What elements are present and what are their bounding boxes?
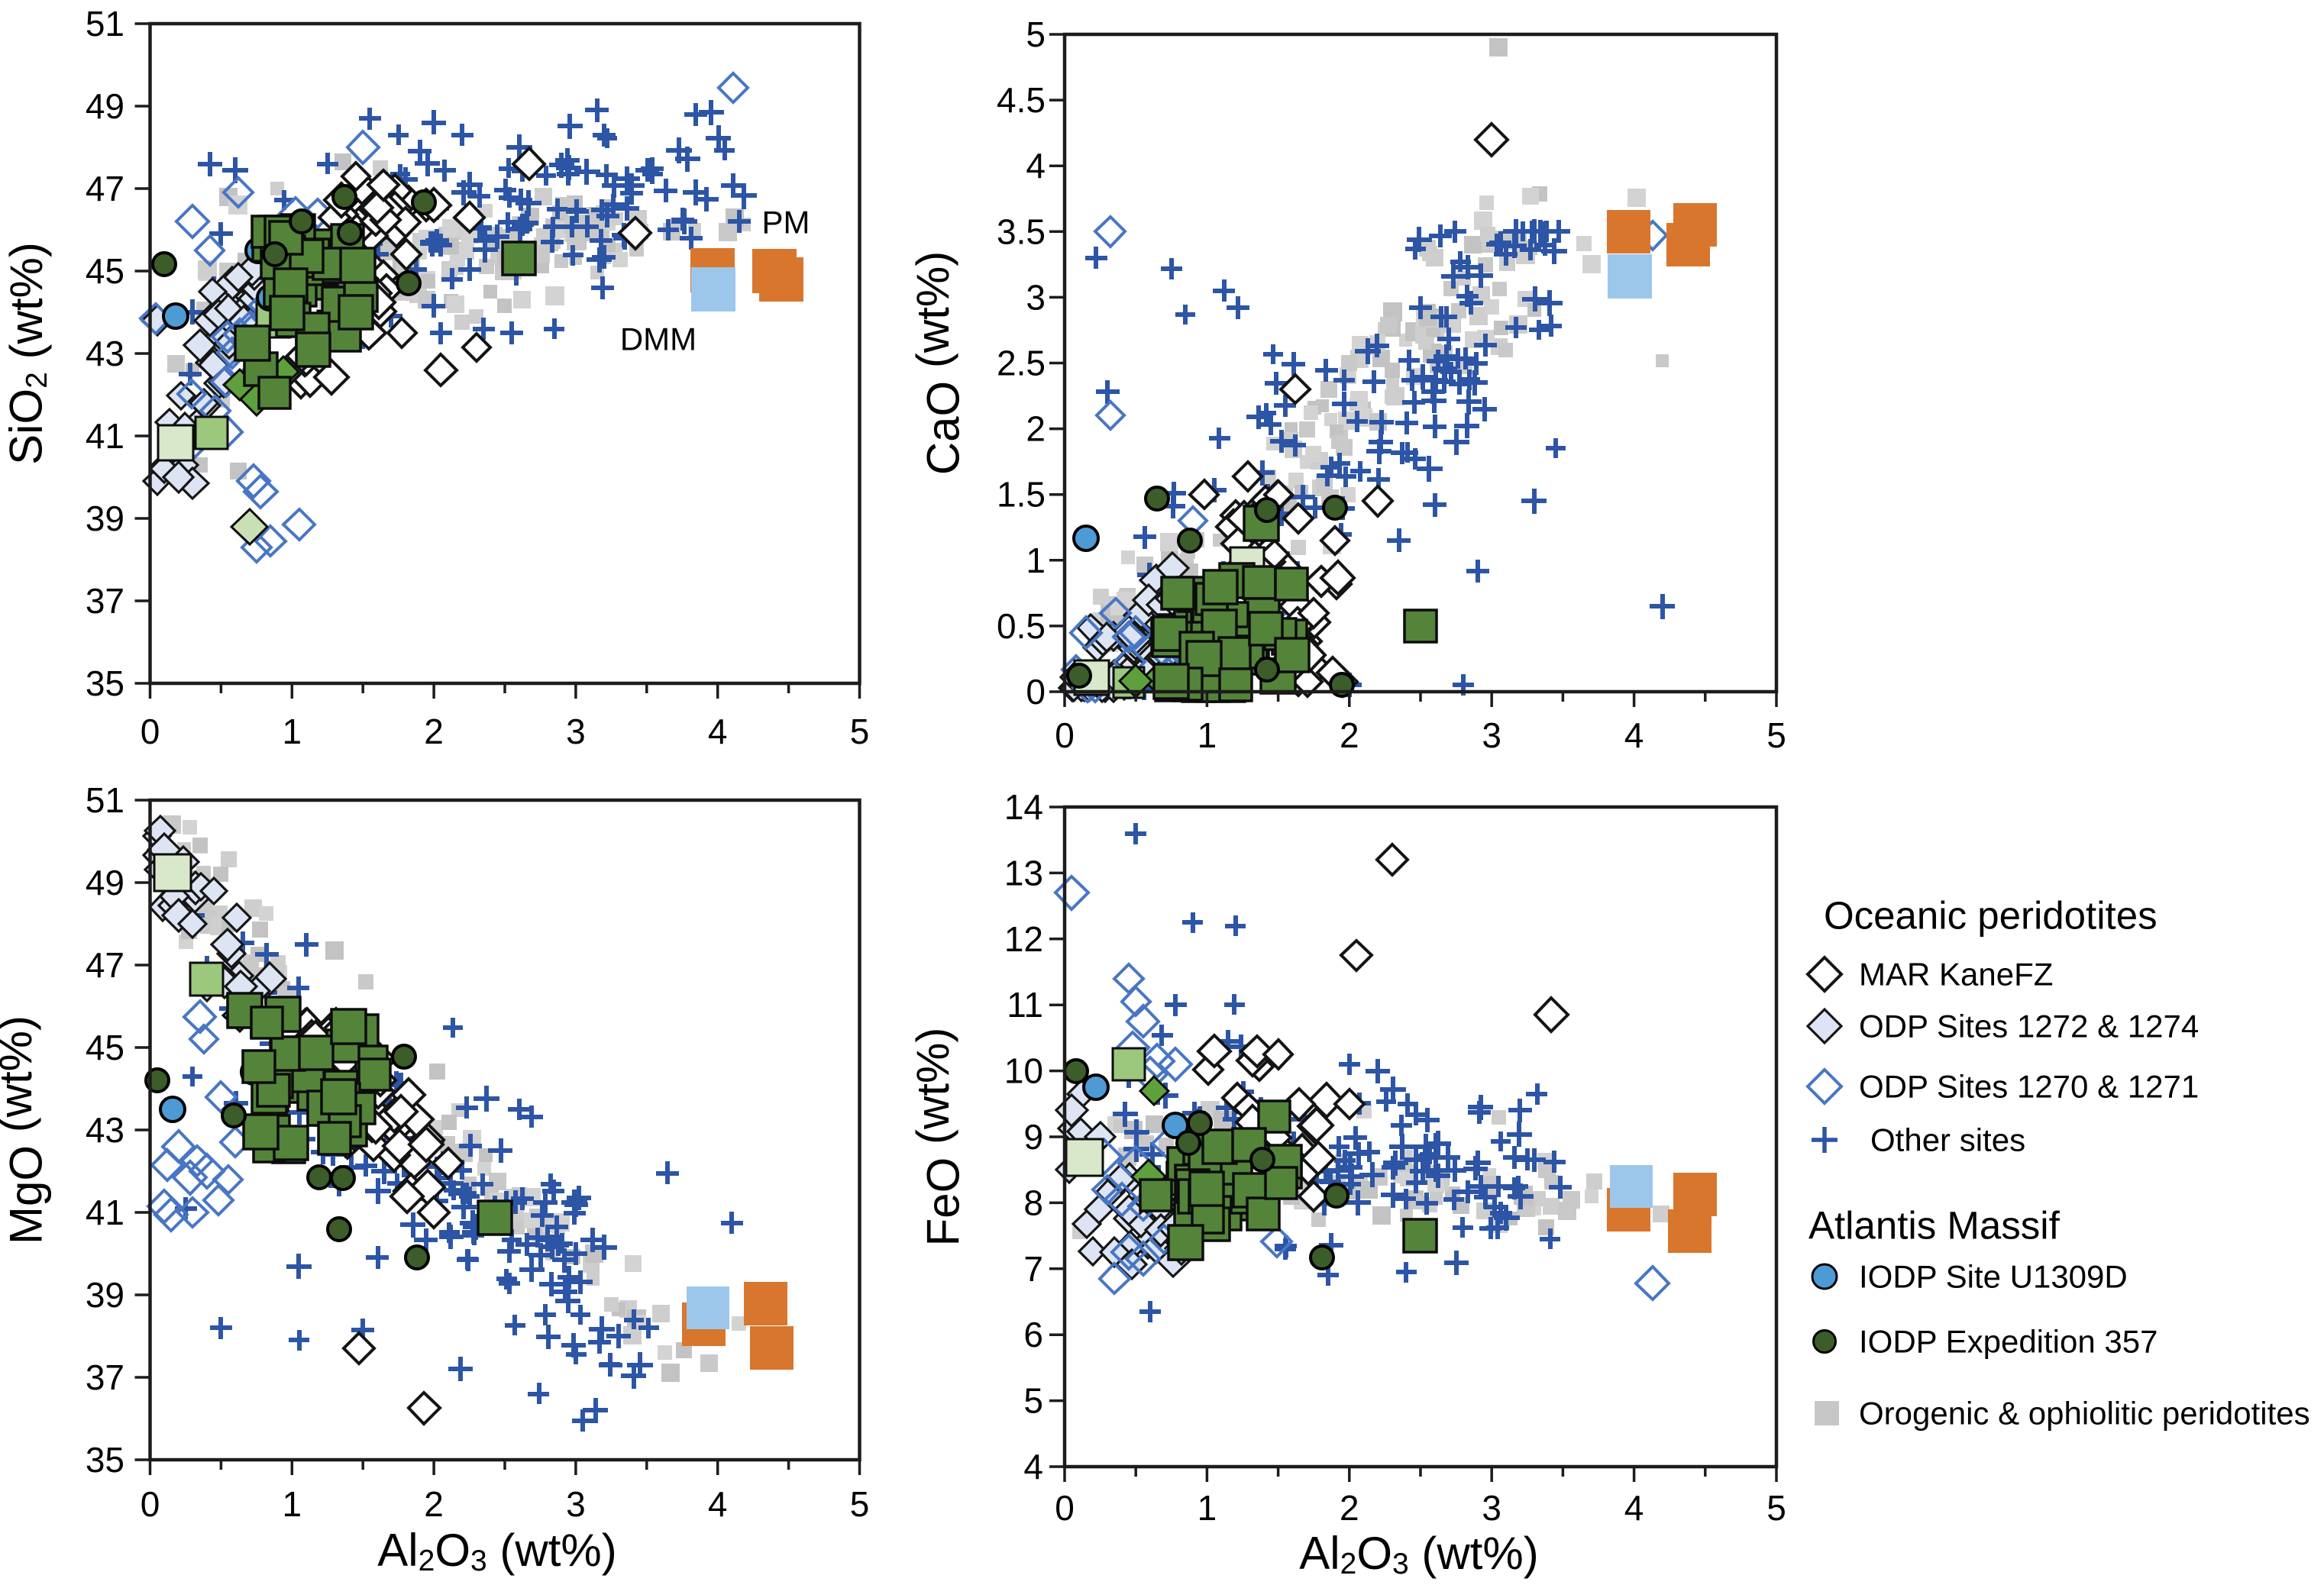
- svg-text:2: 2: [424, 1484, 444, 1524]
- svg-text:49: 49: [86, 86, 124, 126]
- svg-text:47: 47: [86, 169, 124, 208]
- svg-text:37: 37: [86, 581, 124, 621]
- svg-text:Al2O3 (wt%): Al2O3 (wt%): [377, 1525, 616, 1577]
- svg-text:IODP Expedition 357: IODP Expedition 357: [1859, 1324, 2158, 1360]
- svg-text:39: 39: [86, 499, 124, 538]
- svg-text:Al2O3 (wt%): Al2O3 (wt%): [1299, 1528, 1538, 1580]
- svg-text:Atlantis Massif: Atlantis Massif: [1808, 1204, 2061, 1248]
- svg-text:2: 2: [424, 712, 444, 751]
- svg-text:0: 0: [1055, 715, 1075, 755]
- svg-text:11: 11: [1007, 985, 1043, 1025]
- svg-text:5: 5: [1766, 715, 1786, 755]
- svg-text:ODP Sites 1272 & 1274: ODP Sites 1272 & 1274: [1859, 1009, 2199, 1044]
- svg-text:43: 43: [86, 334, 124, 373]
- svg-text:13: 13: [1004, 853, 1043, 893]
- svg-text:1: 1: [283, 712, 302, 751]
- svg-text:51: 51: [86, 780, 124, 820]
- svg-text:2: 2: [1026, 409, 1046, 449]
- svg-text:3: 3: [566, 712, 586, 751]
- svg-text:4: 4: [1023, 1447, 1043, 1487]
- svg-text:7: 7: [1023, 1249, 1043, 1289]
- svg-text:1: 1: [283, 1484, 302, 1524]
- svg-text:SiO2 (wt%): SiO2 (wt%): [1, 242, 53, 465]
- svg-text:DMM: DMM: [620, 321, 697, 357]
- svg-text:0: 0: [141, 712, 160, 751]
- svg-text:Orogenic & ophiolitic peridoti: Orogenic & ophiolitic peridotites: [1859, 1396, 2310, 1432]
- svg-text:2: 2: [1340, 1488, 1359, 1528]
- svg-text:35: 35: [86, 663, 124, 703]
- svg-text:3: 3: [1026, 277, 1046, 317]
- svg-text:PM: PM: [762, 205, 810, 240]
- svg-text:9: 9: [1023, 1117, 1043, 1157]
- svg-text:6: 6: [1023, 1315, 1043, 1354]
- svg-text:Oceanic peridotites: Oceanic peridotites: [1824, 894, 2158, 938]
- svg-text:1: 1: [1198, 715, 1217, 755]
- svg-text:10: 10: [1004, 1051, 1043, 1091]
- svg-text:4: 4: [1624, 715, 1644, 755]
- svg-text:3: 3: [566, 1484, 586, 1524]
- svg-text:IODP Site U1309D: IODP Site U1309D: [1859, 1259, 2128, 1295]
- svg-text:1: 1: [1026, 541, 1046, 580]
- svg-text:8: 8: [1023, 1183, 1043, 1222]
- svg-text:2.5: 2.5: [997, 344, 1046, 383]
- svg-text:12: 12: [1004, 919, 1043, 959]
- svg-text:4.5: 4.5: [997, 80, 1046, 120]
- svg-text:5: 5: [1766, 1488, 1786, 1528]
- svg-text:Other sites: Other sites: [1870, 1122, 2025, 1158]
- svg-text:47: 47: [86, 945, 124, 985]
- svg-text:0.5: 0.5: [997, 606, 1046, 646]
- svg-text:49: 49: [86, 863, 124, 902]
- svg-text:0: 0: [1026, 672, 1046, 712]
- svg-text:51: 51: [86, 4, 124, 44]
- svg-text:5: 5: [1023, 1381, 1043, 1421]
- svg-text:4: 4: [1624, 1488, 1644, 1528]
- svg-text:1.5: 1.5: [997, 475, 1046, 515]
- svg-text:3.5: 3.5: [997, 211, 1046, 251]
- svg-text:3: 3: [1482, 715, 1501, 755]
- svg-text:4: 4: [708, 1484, 728, 1524]
- svg-text:14: 14: [1004, 787, 1043, 827]
- svg-text:37: 37: [86, 1357, 124, 1397]
- svg-text:45: 45: [86, 1028, 124, 1067]
- svg-text:2: 2: [1340, 715, 1359, 755]
- svg-text:0: 0: [1055, 1488, 1075, 1528]
- svg-text:45: 45: [86, 251, 124, 291]
- svg-text:35: 35: [86, 1440, 124, 1480]
- svg-text:41: 41: [86, 416, 124, 456]
- svg-text:0: 0: [141, 1484, 160, 1524]
- svg-text:5: 5: [850, 1484, 870, 1524]
- svg-text:ODP Sites 1270 & 1271: ODP Sites 1270 & 1271: [1859, 1069, 2199, 1105]
- svg-text:MAR KaneFZ: MAR KaneFZ: [1859, 957, 2053, 993]
- svg-text:41: 41: [86, 1193, 124, 1232]
- svg-text:4: 4: [708, 712, 728, 751]
- svg-text:1: 1: [1198, 1488, 1217, 1528]
- svg-text:39: 39: [86, 1275, 124, 1315]
- svg-text:43: 43: [86, 1110, 124, 1150]
- svg-text:5: 5: [850, 712, 870, 751]
- svg-text:4: 4: [1026, 146, 1046, 186]
- svg-text:3: 3: [1482, 1488, 1501, 1528]
- svg-text:5: 5: [1026, 15, 1046, 54]
